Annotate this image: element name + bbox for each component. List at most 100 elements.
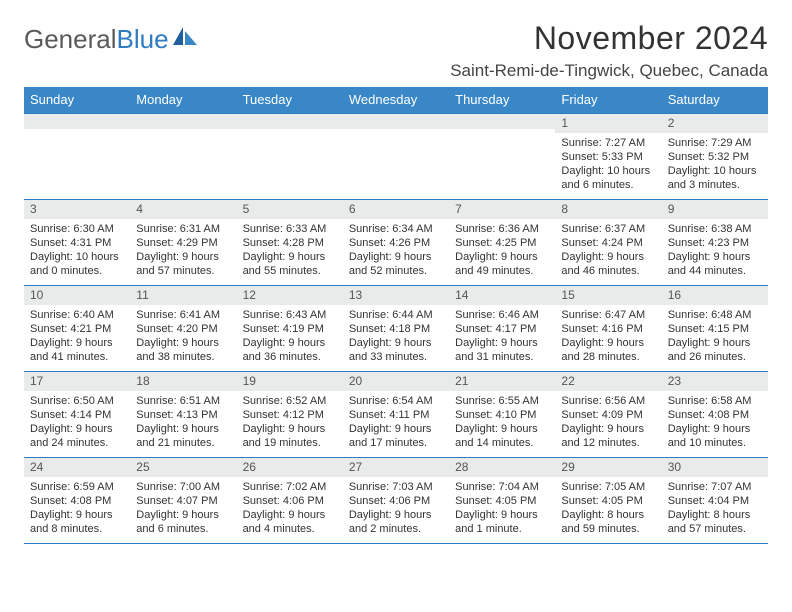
day-line: Sunrise: 6:34 AM	[349, 222, 445, 236]
day-line: Sunrise: 6:36 AM	[455, 222, 551, 236]
month-title: November 2024	[450, 20, 768, 57]
day-line: and 41 minutes.	[30, 350, 126, 364]
day-line: and 2 minutes.	[349, 522, 445, 536]
location-text: Saint-Remi-de-Tingwick, Quebec, Canada	[450, 61, 768, 81]
day-number: 4	[130, 200, 236, 219]
day-number: 16	[662, 286, 768, 305]
day-number: 30	[662, 458, 768, 477]
day-line: Sunset: 4:08 PM	[668, 408, 764, 422]
calendar-cell: 8Sunrise: 6:37 AMSunset: 4:24 PMDaylight…	[555, 200, 661, 286]
day-info: Sunrise: 6:51 AMSunset: 4:13 PMDaylight:…	[130, 391, 236, 452]
day-info: Sunrise: 6:34 AMSunset: 4:26 PMDaylight:…	[343, 219, 449, 280]
day-line: Daylight: 9 hours	[561, 250, 657, 264]
calendar-cell: 22Sunrise: 6:56 AMSunset: 4:09 PMDayligh…	[555, 372, 661, 458]
day-line: Daylight: 8 hours	[561, 508, 657, 522]
calendar-cell	[24, 114, 130, 200]
day-number: 21	[449, 372, 555, 391]
day-number: 27	[343, 458, 449, 477]
day-line: and 6 minutes.	[561, 178, 657, 192]
day-line: Sunset: 4:16 PM	[561, 322, 657, 336]
day-line: and 12 minutes.	[561, 436, 657, 450]
day-line: and 38 minutes.	[136, 350, 232, 364]
day-info: Sunrise: 6:40 AMSunset: 4:21 PMDaylight:…	[24, 305, 130, 366]
day-line: and 0 minutes.	[30, 264, 126, 278]
day-line: and 28 minutes.	[561, 350, 657, 364]
day-line: Sunrise: 7:07 AM	[668, 480, 764, 494]
day-line: Sunrise: 6:48 AM	[668, 308, 764, 322]
day-line: Daylight: 9 hours	[136, 336, 232, 350]
day-line: Daylight: 9 hours	[136, 250, 232, 264]
day-line: and 8 minutes.	[30, 522, 126, 536]
day-number: 11	[130, 286, 236, 305]
day-line: Daylight: 9 hours	[136, 508, 232, 522]
logo-sail-icon	[173, 25, 199, 52]
day-line: Daylight: 9 hours	[349, 250, 445, 264]
day-number	[130, 114, 236, 129]
day-line: Daylight: 9 hours	[243, 336, 339, 350]
calendar-cell: 19Sunrise: 6:52 AMSunset: 4:12 PMDayligh…	[237, 372, 343, 458]
weekday-header: Friday	[555, 87, 661, 114]
day-info: Sunrise: 7:29 AMSunset: 5:32 PMDaylight:…	[662, 133, 768, 194]
day-number: 29	[555, 458, 661, 477]
logo-text: GeneralBlue	[24, 24, 169, 55]
header: GeneralBlue November 2024 Saint-Remi-de-…	[24, 20, 768, 81]
day-number: 3	[24, 200, 130, 219]
day-line: Sunrise: 6:56 AM	[561, 394, 657, 408]
day-info: Sunrise: 7:04 AMSunset: 4:05 PMDaylight:…	[449, 477, 555, 538]
day-info: Sunrise: 6:37 AMSunset: 4:24 PMDaylight:…	[555, 219, 661, 280]
day-info: Sunrise: 7:05 AMSunset: 4:05 PMDaylight:…	[555, 477, 661, 538]
calendar-cell: 6Sunrise: 6:34 AMSunset: 4:26 PMDaylight…	[343, 200, 449, 286]
day-line: Daylight: 9 hours	[668, 422, 764, 436]
day-line: Daylight: 9 hours	[30, 336, 126, 350]
day-line: and 57 minutes.	[668, 522, 764, 536]
day-info: Sunrise: 6:56 AMSunset: 4:09 PMDaylight:…	[555, 391, 661, 452]
day-number: 8	[555, 200, 661, 219]
day-line: and 21 minutes.	[136, 436, 232, 450]
day-number: 26	[237, 458, 343, 477]
calendar-row: 24Sunrise: 6:59 AMSunset: 4:08 PMDayligh…	[24, 458, 768, 544]
day-info: Sunrise: 6:55 AMSunset: 4:10 PMDaylight:…	[449, 391, 555, 452]
header-right: November 2024 Saint-Remi-de-Tingwick, Qu…	[450, 20, 768, 81]
day-line: Sunset: 4:05 PM	[455, 494, 551, 508]
calendar-row: 10Sunrise: 6:40 AMSunset: 4:21 PMDayligh…	[24, 286, 768, 372]
weekday-header: Tuesday	[237, 87, 343, 114]
day-info: Sunrise: 6:48 AMSunset: 4:15 PMDaylight:…	[662, 305, 768, 366]
day-line: Sunrise: 7:04 AM	[455, 480, 551, 494]
day-info: Sunrise: 7:27 AMSunset: 5:33 PMDaylight:…	[555, 133, 661, 194]
day-info: Sunrise: 6:50 AMSunset: 4:14 PMDaylight:…	[24, 391, 130, 452]
calendar-cell: 9Sunrise: 6:38 AMSunset: 4:23 PMDaylight…	[662, 200, 768, 286]
day-line: and 44 minutes.	[668, 264, 764, 278]
day-number: 24	[24, 458, 130, 477]
day-line: Sunset: 4:19 PM	[243, 322, 339, 336]
day-line: Sunset: 4:14 PM	[30, 408, 126, 422]
day-line: Sunset: 4:06 PM	[349, 494, 445, 508]
day-line: Sunset: 4:31 PM	[30, 236, 126, 250]
day-line: Daylight: 9 hours	[136, 422, 232, 436]
day-number	[237, 114, 343, 129]
day-line: Sunrise: 6:38 AM	[668, 222, 764, 236]
day-line: Sunrise: 6:58 AM	[668, 394, 764, 408]
calendar-cell	[130, 114, 236, 200]
calendar-cell	[449, 114, 555, 200]
day-line: and 33 minutes.	[349, 350, 445, 364]
weekday-header: Thursday	[449, 87, 555, 114]
day-line: Sunrise: 6:41 AM	[136, 308, 232, 322]
day-line: Sunrise: 6:51 AM	[136, 394, 232, 408]
day-number: 9	[662, 200, 768, 219]
day-line: Sunset: 4:26 PM	[349, 236, 445, 250]
day-line: and 14 minutes.	[455, 436, 551, 450]
day-line: Sunrise: 7:05 AM	[561, 480, 657, 494]
calendar-cell: 15Sunrise: 6:47 AMSunset: 4:16 PMDayligh…	[555, 286, 661, 372]
day-line: and 10 minutes.	[668, 436, 764, 450]
calendar-cell: 13Sunrise: 6:44 AMSunset: 4:18 PMDayligh…	[343, 286, 449, 372]
day-line: Sunset: 4:24 PM	[561, 236, 657, 250]
day-number: 22	[555, 372, 661, 391]
calendar-row: 1Sunrise: 7:27 AMSunset: 5:33 PMDaylight…	[24, 114, 768, 200]
day-number: 18	[130, 372, 236, 391]
day-line: and 17 minutes.	[349, 436, 445, 450]
calendar-cell: 12Sunrise: 6:43 AMSunset: 4:19 PMDayligh…	[237, 286, 343, 372]
day-line: Sunset: 4:09 PM	[561, 408, 657, 422]
day-number: 1	[555, 114, 661, 133]
calendar-cell	[343, 114, 449, 200]
day-number	[24, 114, 130, 129]
